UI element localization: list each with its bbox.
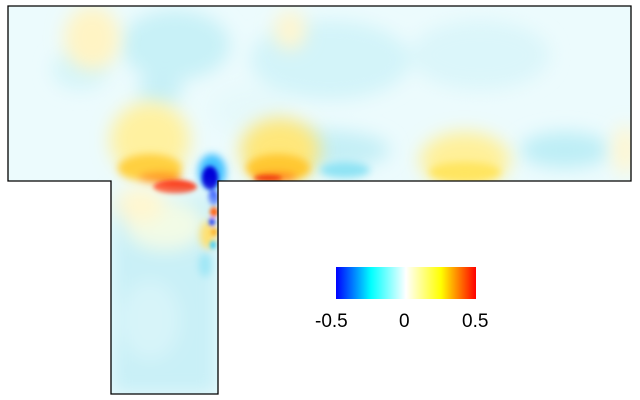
colorbar-min-label: -0.5 [315, 312, 348, 331]
colorbar-mid-label: 0 [399, 312, 410, 331]
colorbar-max-label: 0.5 [462, 312, 488, 331]
colorbar-gradient [336, 267, 476, 299]
